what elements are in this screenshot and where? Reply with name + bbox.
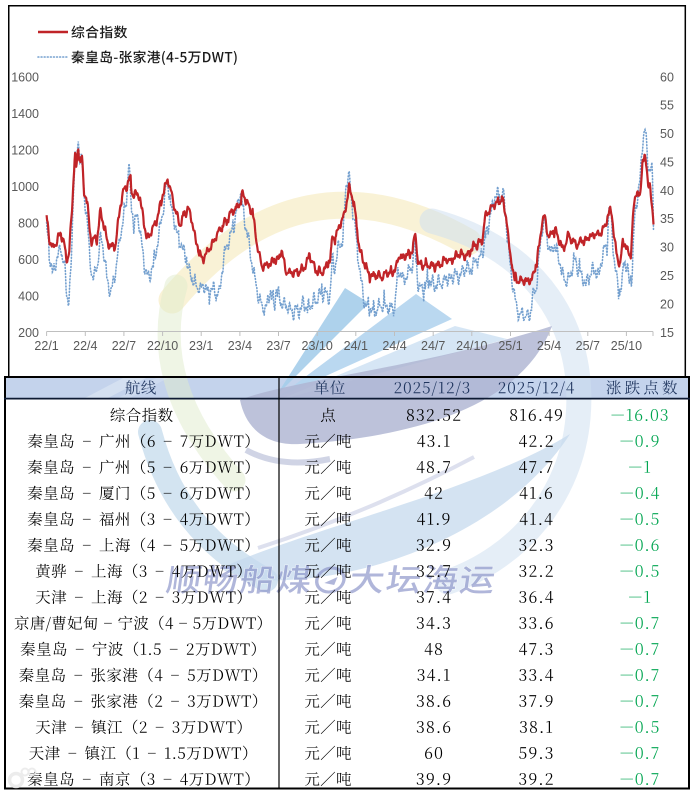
svg-text:24/10: 24/10 xyxy=(456,339,487,353)
svg-text:35: 35 xyxy=(660,212,674,226)
svg-text:23/7: 23/7 xyxy=(266,339,290,353)
svg-text:25/1: 25/1 xyxy=(498,339,522,353)
svg-text:24/1: 24/1 xyxy=(344,339,368,353)
svg-text:30: 30 xyxy=(660,241,674,255)
svg-text:22/4: 22/4 xyxy=(73,339,97,353)
svg-text:800: 800 xyxy=(18,216,39,230)
svg-text:20: 20 xyxy=(660,297,674,311)
svg-text:24/7: 24/7 xyxy=(421,339,445,353)
svg-text:25/4: 25/4 xyxy=(537,339,561,353)
svg-text:55: 55 xyxy=(660,99,674,113)
svg-text:200: 200 xyxy=(18,326,39,340)
svg-text:600: 600 xyxy=(18,253,39,267)
svg-text:22/1: 22/1 xyxy=(34,339,58,353)
svg-text:40: 40 xyxy=(660,184,674,198)
svg-text:22/10: 22/10 xyxy=(147,339,178,353)
svg-text:1400: 1400 xyxy=(11,107,39,121)
svg-text:24/4: 24/4 xyxy=(382,339,406,353)
svg-text:25: 25 xyxy=(660,269,674,283)
svg-text:45: 45 xyxy=(660,156,674,170)
svg-text:23/10: 23/10 xyxy=(302,339,333,353)
svg-text:1600: 1600 xyxy=(11,70,39,84)
svg-text:23/4: 23/4 xyxy=(228,339,252,353)
svg-text:400: 400 xyxy=(18,289,39,303)
svg-text:23/1: 23/1 xyxy=(189,339,213,353)
svg-text:1200: 1200 xyxy=(11,143,39,157)
svg-text:60: 60 xyxy=(660,70,674,84)
svg-text:1000: 1000 xyxy=(11,180,39,194)
svg-text:22/7: 22/7 xyxy=(112,339,136,353)
svg-text:50: 50 xyxy=(660,127,674,141)
svg-text:25/10: 25/10 xyxy=(611,339,642,353)
svg-text:15: 15 xyxy=(660,326,674,340)
svg-text:25/7: 25/7 xyxy=(576,339,600,353)
